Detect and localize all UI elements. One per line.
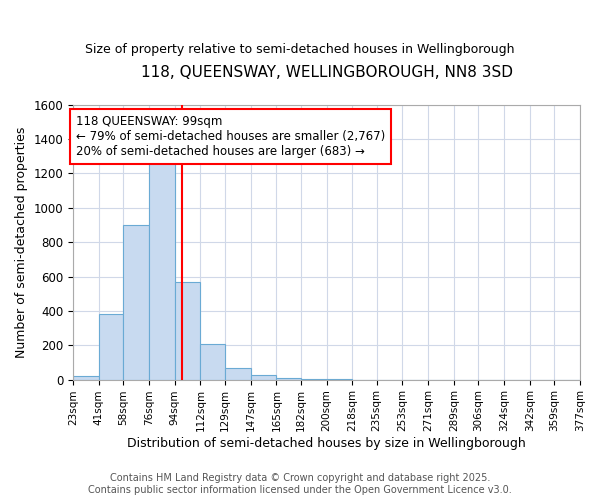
Y-axis label: Number of semi-detached properties: Number of semi-detached properties: [15, 126, 28, 358]
Bar: [175, 282, 200, 380]
Text: Contains HM Land Registry data © Crown copyright and database right 2025.
Contai: Contains HM Land Registry data © Crown c…: [88, 474, 512, 495]
Bar: [149, 154, 175, 380]
X-axis label: Distribution of semi-detached houses by size in Wellingborough: Distribution of semi-detached houses by …: [127, 437, 526, 450]
Bar: [200, 344, 225, 380]
Bar: [277, 378, 301, 380]
Title: 118, QUEENSWAY, WELLINGBOROUGH, NN8 3SD: 118, QUEENSWAY, WELLINGBOROUGH, NN8 3SD: [140, 65, 512, 80]
Bar: [225, 368, 251, 380]
Text: Size of property relative to semi-detached houses in Wellingborough: Size of property relative to semi-detach…: [85, 42, 515, 56]
Text: 118 QUEENSWAY: 99sqm
← 79% of semi-detached houses are smaller (2,767)
20% of se: 118 QUEENSWAY: 99sqm ← 79% of semi-detac…: [76, 115, 385, 158]
Bar: [73, 376, 99, 380]
Bar: [99, 314, 123, 380]
Bar: [123, 225, 149, 380]
Bar: [251, 375, 277, 380]
